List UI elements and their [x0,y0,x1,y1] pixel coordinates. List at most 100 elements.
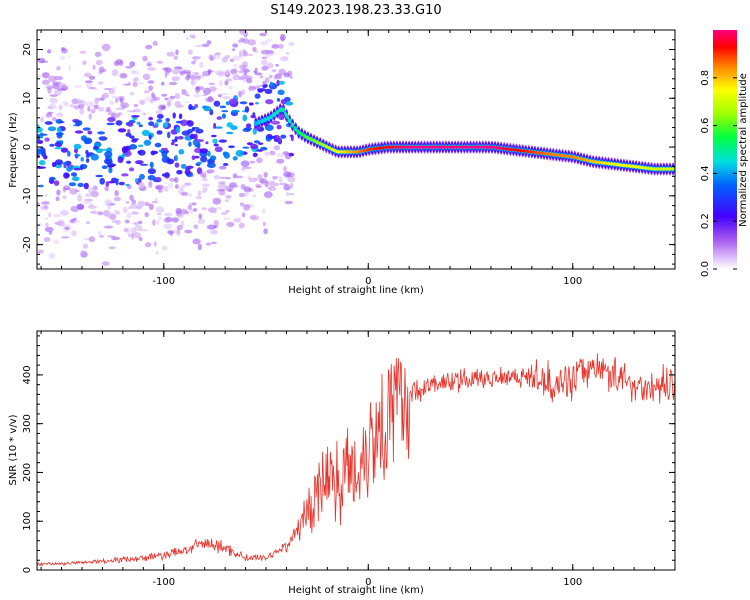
y-tick-label: 0 [22,567,33,573]
spectrogram-ridge-core [651,167,655,171]
spectrogram-speckle [226,221,235,228]
spectrogram-speckle [127,184,132,190]
spectrogram-speckle [73,167,81,171]
spectrogram-speckle [148,85,154,91]
spectrogram-speckle [148,121,155,126]
spectrogram-speckle [106,122,115,126]
spectrogram-ridge-core [467,145,471,149]
spectrogram-speckle [126,227,130,234]
spectrogram-speckle [44,121,53,125]
spectrogram-speckle [206,40,212,45]
snr-panel: -100 0 100 0 100 200 300 400 Height of straigh… [8,330,676,596]
spectrogram-speckle [161,93,168,97]
spectrogram-speckle [88,75,96,80]
spectrogram-speckle [144,202,150,207]
spectrogram-speckle [61,47,66,51]
spectrogram-speckle [122,206,128,214]
spectrogram-speckle [73,148,79,154]
spectrogram-speckle [138,124,143,128]
spectrogram-speckle [165,99,174,102]
spectrogram-ridge-core [519,149,523,153]
spectrogram-speckle [107,212,116,220]
spectrogram-speckle [205,97,215,103]
spectrogram-speckle [147,168,156,175]
spectrogram-speckle [157,188,163,193]
spectrogram-speckle [207,150,211,157]
colorbar-tick-label: 0.8 [700,70,711,86]
spectrogram-ridge-core [639,165,643,169]
spectrogram-speckle [168,81,178,86]
spectrogram-speckle [228,145,235,149]
spectrogram-speckle [226,131,234,135]
spectrogram-ridge-core [536,151,540,155]
spectrogram-speckle [195,128,204,134]
spectrogram-ridge-core [303,134,307,138]
spectrogram-ridge-core [413,145,417,149]
spectrogram-ridge-core [269,115,272,120]
spectrogram-ridge-core [386,145,390,149]
spectrogram-ridge-core [328,146,331,150]
spectrogram-ridge-core [585,158,589,162]
spectrogram-speckle [256,157,263,164]
spectrogram-speckle [205,141,209,145]
spectrogram-speckle [250,114,256,119]
spectrogram-speckle [115,107,124,111]
spectrogram-speckle [181,130,191,136]
spectrogram-speckle [73,85,83,88]
spectrogram-speckle [256,149,263,152]
spectrogram-ridge-core [649,167,653,171]
spectrogram-speckle [280,134,287,139]
spectrogram-ridge-core [458,145,461,149]
spectrogram-speckle [254,93,261,99]
spectrogram-speckle [285,52,290,55]
spectrogram-speckle [127,110,136,113]
spectrogram-ridge-core [259,119,263,124]
spectrogram-ridge-core [580,157,584,161]
spectrogram-speckle [170,129,177,135]
spectrogram-speckle [137,220,143,225]
spectrogram-speckle [102,92,109,99]
spectrogram-ridge-core [325,145,329,149]
spectrogram-speckle [241,192,249,197]
spectrogram-ridge-core [529,150,532,154]
spectrogram-ridge-core [448,145,452,149]
spectrogram-ridge-core [637,165,640,169]
spectrogram-speckle [67,55,71,58]
spectrogram-speckle [161,81,165,86]
spectrogram-ridge-core [475,145,478,149]
spectrogram-speckle [244,127,252,131]
spectrogram-speckle [175,207,182,215]
spectrogram-speckle [139,163,149,166]
spectrogram-speckle [285,101,294,106]
spectrogram-speckle [257,174,263,180]
spectrogram-speckle [114,190,119,197]
spectrogram-speckle [186,120,194,127]
spectrogram-ridge-core [382,146,385,150]
spectrogram-speckle [178,105,185,108]
spectrogram-ridge-core [460,145,464,149]
spectrogram-y-ticks: -20 -10 0 10 20 [22,29,675,265]
spectrogram-ridge-core [472,145,476,149]
spectrogram-speckle [99,235,104,238]
spectrogram-speckle [150,98,154,104]
spectrogram-speckle [148,180,153,188]
spectrogram-speckle [189,202,193,208]
spectrogram-ridge-core [629,164,633,168]
spectrogram-ridge-core [332,148,336,152]
spectrogram-speckle [147,175,156,181]
spectrogram-ridge-core [661,167,665,171]
spectrogram-speckle [161,151,168,158]
spectrogram-speckle [197,190,202,197]
spectrogram-speckle [156,130,163,135]
spectrogram-ridge-core [517,148,520,152]
spectrogram-ridge-core [617,163,621,167]
spectrogram-speckle [231,109,240,113]
spectrogram-speckle [171,142,175,146]
spectrogram-speckle [59,140,64,145]
spectrogram-speckle [44,226,54,233]
spectrogram-ridge-core [624,164,628,168]
spectrogram-speckle [131,211,139,215]
spectrogram-ridge-core [404,145,407,149]
spectrogram-ridge-core [313,139,317,143]
spectrogram-ridge-core [298,131,302,135]
